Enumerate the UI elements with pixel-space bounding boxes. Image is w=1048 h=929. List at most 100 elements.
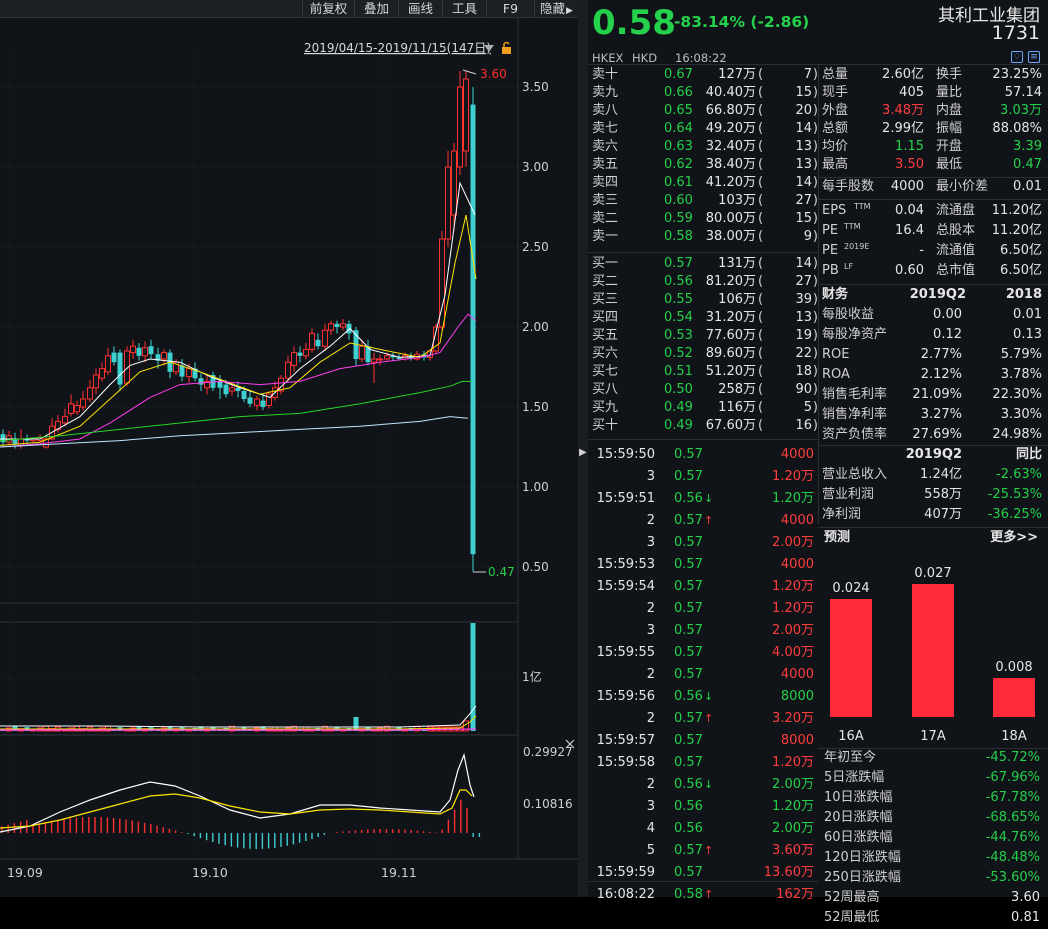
chart-canvas[interactable]: 19.09 19.10 19.11 3.50 3.00 2.50 2.00 1.50 1.00 0… <box>0 0 578 897</box>
stat-label: 内盘 <box>936 103 963 118</box>
performance-label: 60日涨跌幅 <box>824 830 893 845</box>
buy-level-row[interactable]: 买八 0.50 258万(90) <box>588 381 818 399</box>
buy-level-row[interactable]: 买六 0.52 89.60万(22) <box>588 345 818 363</box>
candle-body <box>148 346 154 355</box>
sell-level-row[interactable]: 卖二 0.59 80.00万(15) <box>588 210 818 228</box>
finance-col-2: 2018 <box>1005 287 1042 302</box>
buy-level-row[interactable]: 买三 0.55 106万(39) <box>588 291 818 309</box>
volume-bar <box>353 717 359 731</box>
macd-dif-line <box>0 752 475 833</box>
buy-level-row[interactable]: 买四 0.54 31.20万(13) <box>588 309 818 327</box>
price-tick-label: 1.50 <box>522 400 549 414</box>
buy-level-row[interactable]: 买十 0.49 67.60万(16) <box>588 417 818 435</box>
stat-value: 3.50 <box>895 157 924 172</box>
macd-axis-label: 0.10816 <box>523 797 573 811</box>
level-label: 卖四 <box>592 175 619 190</box>
sell-level-row[interactable]: 卖六 0.63 32.40万(13) <box>588 138 818 156</box>
bell-icon[interactable]: ♢ <box>1011 51 1023 63</box>
level-count: 16 <box>795 418 812 433</box>
stat-label: 振幅 <box>936 121 963 136</box>
tick-price: 0.57 <box>674 447 703 462</box>
buy-level-row[interactable]: 买七 0.51 51.20万(18) <box>588 363 818 381</box>
finance-value: 2.12% <box>920 367 962 382</box>
performance-label: 年初至今 <box>824 750 877 765</box>
tick-volume: 3.60万 <box>772 843 814 858</box>
candle-body <box>346 323 352 334</box>
sell-level-row[interactable]: 卖一 0.58 38.00万(9) <box>588 228 818 246</box>
toolbar-button-overlay[interactable]: 叠加 <box>354 0 398 18</box>
buy-level-row[interactable]: 买二 0.56 81.20万(27) <box>588 273 818 291</box>
growth-change: -25.53% <box>987 487 1042 502</box>
candle-body <box>371 358 377 363</box>
sell-level-row[interactable]: 卖七 0.64 49.20万(14) <box>588 120 818 138</box>
valuation-label: 流通盘 <box>936 203 976 218</box>
menu-icon[interactable]: ≡ <box>1028 51 1040 63</box>
toolbar-button-draw[interactable]: 画线 <box>398 0 442 18</box>
forecast-bar-value: 0.008 <box>995 659 1033 675</box>
candle-body <box>161 352 167 360</box>
level-price: 0.49 <box>664 400 693 415</box>
paren-open: ( <box>758 274 764 289</box>
paren-close: ) <box>812 256 818 271</box>
valuation-value: 11.20亿 <box>991 223 1042 238</box>
sell-level-row[interactable]: 卖四 0.61 41.20万(14) <box>588 174 818 192</box>
candle-body <box>136 347 142 356</box>
toolbar-button-tools[interactable]: 工具 <box>442 0 486 18</box>
performance-label: 52周最低 <box>824 910 880 925</box>
stat-label: 最高 <box>822 157 849 172</box>
buy-level-row[interactable]: 买五 0.53 77.60万(19) <box>588 327 818 345</box>
stat-value: 3.03万 <box>1000 103 1042 118</box>
growth-change: -2.63% <box>996 467 1042 482</box>
toolbar-button-f9[interactable]: F9 <box>486 0 534 18</box>
tick-price: 0.57 <box>674 711 703 726</box>
panel-splitter[interactable]: ▶ <box>578 0 588 897</box>
range-dropdown-icon[interactable] <box>484 45 494 52</box>
level-label: 卖一 <box>592 229 619 244</box>
low-price-label: 0.47 <box>488 565 515 579</box>
level-count: 14 <box>795 121 812 136</box>
ma120-line <box>0 416 469 448</box>
forecast-title: 预测 <box>824 530 851 545</box>
close-icon[interactable] <box>565 739 575 749</box>
toolbar-button-adjust[interactable]: 前复权 <box>302 0 354 18</box>
toolbar-button-hide[interactable]: 隐藏▶ <box>534 0 578 18</box>
performance-row: 120日涨跌幅 -48.48% <box>818 849 1048 869</box>
lock-icon[interactable] <box>502 47 511 54</box>
paren-open: ( <box>758 418 764 433</box>
level-count: 15 <box>795 85 812 100</box>
collapse-arrow-icon[interactable]: ▶ <box>579 447 587 458</box>
buy-level-row[interactable]: 买一 0.57 131万(14) <box>588 255 818 273</box>
stat-row: 总额 2.99亿 振幅 88.08% <box>818 120 1048 138</box>
candle-body <box>130 345 136 354</box>
paren-open: ( <box>758 256 764 271</box>
tick-volume: 4000 <box>780 557 814 572</box>
candle-body <box>322 329 328 347</box>
performance-value: -45.72% <box>985 750 1040 765</box>
forecast-bar <box>993 677 1035 717</box>
finance-value: 0.13 <box>1013 327 1042 342</box>
level-label: 买七 <box>592 364 619 379</box>
performance-row: 52周最低 0.81 <box>818 909 1048 929</box>
sell-level-row[interactable]: 卖九 0.66 40.40万(15) <box>588 84 818 102</box>
forecast-more-link[interactable]: 更多>> <box>990 530 1038 545</box>
forecast-bar-label: 16A <box>838 729 864 744</box>
sell-level-row[interactable]: 卖八 0.65 66.80万(20) <box>588 102 818 120</box>
date-range-label: 2019/04/15-2019/11/15(147日) <box>304 41 491 55</box>
paren-close: ) <box>812 139 818 154</box>
sell-level-row[interactable]: 卖十 0.67 127万(7) <box>588 66 818 84</box>
ma60-line <box>0 380 472 442</box>
currency-label: HKD <box>632 51 658 65</box>
finance-label: 资产负债率 <box>822 427 888 442</box>
kline-chart-panel[interactable]: 19.09 19.10 19.11 3.50 3.00 2.50 2.00 1.50 1.00 0… <box>0 0 578 897</box>
stat-value: 88.08% <box>992 121 1042 136</box>
tick-time: 3 <box>646 799 655 814</box>
sell-level-row[interactable]: 卖三 0.60 103万(27) <box>588 192 818 210</box>
level-count: 9 <box>803 229 812 244</box>
buy-level-row[interactable]: 买九 0.49 116万(5) <box>588 399 818 417</box>
level-label: 买六 <box>592 346 619 361</box>
stat-row: 现手 405 量比 57.14 <box>818 84 1048 102</box>
paren-close: ) <box>812 292 818 307</box>
paren-close: ) <box>812 382 818 397</box>
sell-level-row[interactable]: 卖五 0.62 38.40万(13) <box>588 156 818 174</box>
level-count: 14 <box>795 256 812 271</box>
